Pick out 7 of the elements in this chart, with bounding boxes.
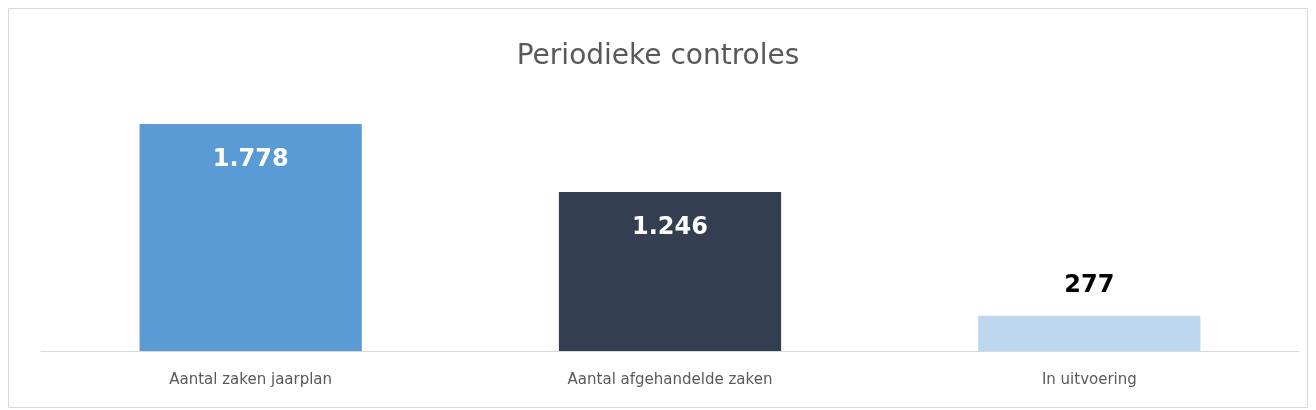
x-tick-label: Aantal afgehandelde zaken xyxy=(567,369,773,388)
data-label: 277 xyxy=(1064,269,1115,298)
data-label: 1.778 xyxy=(212,144,289,172)
x-tick-label: In uitvoering xyxy=(1041,369,1137,388)
data-label: 1.246 xyxy=(632,211,708,240)
x-tick-label: Aantal zaken jaarplan xyxy=(169,369,333,388)
chart-title: Periodieke controles xyxy=(516,37,800,71)
